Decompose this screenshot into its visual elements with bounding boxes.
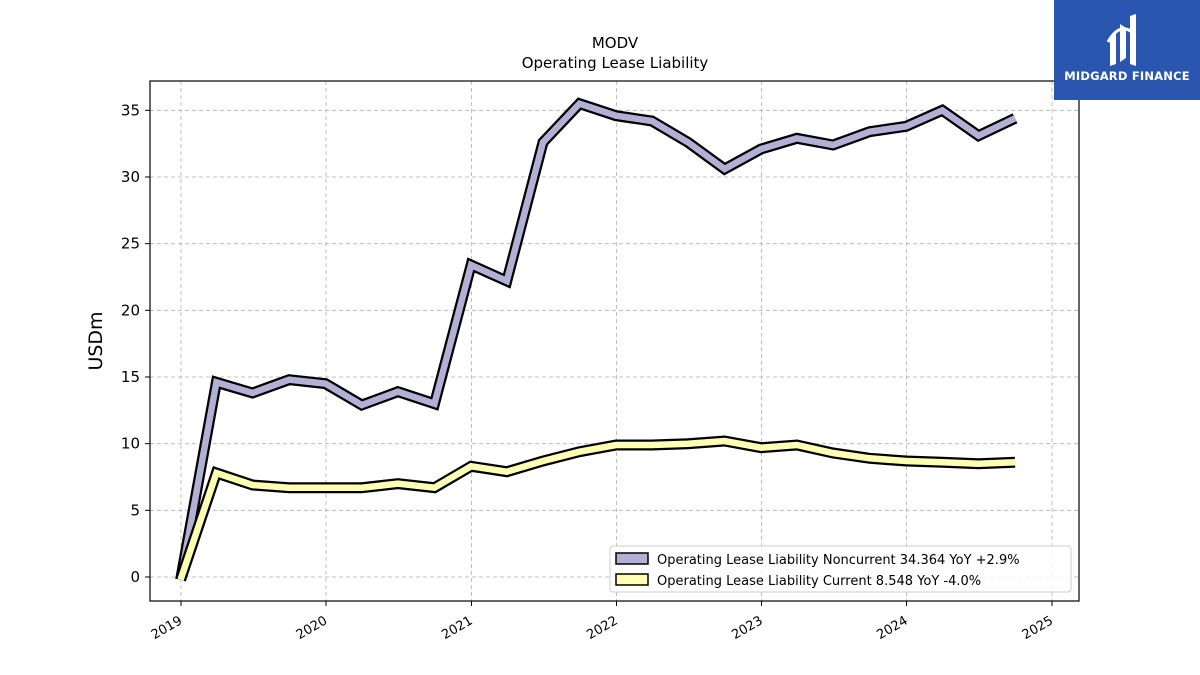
legend-label-noncurrent: Operating Lease Liability Noncurrent 34.… bbox=[657, 553, 1020, 568]
y-tick-label: 20 bbox=[121, 301, 140, 319]
legend-swatch-noncurrent bbox=[615, 552, 649, 565]
legend: Operating Lease Liability Noncurrent 34.… bbox=[609, 545, 1072, 593]
grid bbox=[150, 81, 1079, 601]
y-tick-label: 35 bbox=[121, 101, 140, 119]
y-tick-label: 15 bbox=[121, 368, 140, 386]
series-noncurrent-outline bbox=[175, 97, 1018, 581]
series-layer bbox=[175, 97, 1018, 582]
y-tick-label: 5 bbox=[130, 501, 140, 519]
series-current-line bbox=[177, 437, 1016, 581]
legend-box bbox=[609, 545, 1072, 593]
x-tick-label: 2023 bbox=[729, 613, 765, 643]
y-tick-label: 30 bbox=[121, 168, 140, 186]
x-tick-label: 2020 bbox=[294, 613, 330, 643]
y-axis: 0 5 10 15 20 25 30 35 bbox=[121, 101, 150, 586]
x-axis: 2019 2020 2021 2022 2023 2024 2025 bbox=[149, 601, 1056, 643]
chart-subtitle: Operating Lease Liability bbox=[522, 54, 709, 72]
legend-swatch-current bbox=[615, 573, 649, 586]
x-tick-label: 2024 bbox=[874, 613, 910, 643]
plot-frame bbox=[149, 80, 1080, 602]
x-tick-label: 2025 bbox=[1020, 613, 1056, 643]
y-tick-label: 25 bbox=[121, 235, 140, 253]
y-tick-label: 0 bbox=[130, 568, 140, 586]
logo-text: MIDGARD FINANCE bbox=[1064, 69, 1190, 83]
x-tick-label: 2022 bbox=[584, 613, 620, 643]
chart-title: MODV bbox=[592, 34, 639, 52]
midgard-finance-logo: MIDGARD FINANCE bbox=[1054, 0, 1200, 100]
legend-label-current: Operating Lease Liability Current 8.548 … bbox=[657, 574, 981, 589]
series-noncurrent-line bbox=[177, 99, 1017, 581]
y-tick-label: 10 bbox=[121, 435, 140, 453]
x-tick-label: 2021 bbox=[439, 613, 475, 643]
series-noncurrent bbox=[175, 97, 1018, 581]
series-current bbox=[175, 435, 1016, 582]
y-axis-label: USDm bbox=[85, 311, 107, 370]
logo-mark-icon bbox=[1106, 14, 1136, 66]
x-tick-label: 2019 bbox=[149, 613, 185, 643]
